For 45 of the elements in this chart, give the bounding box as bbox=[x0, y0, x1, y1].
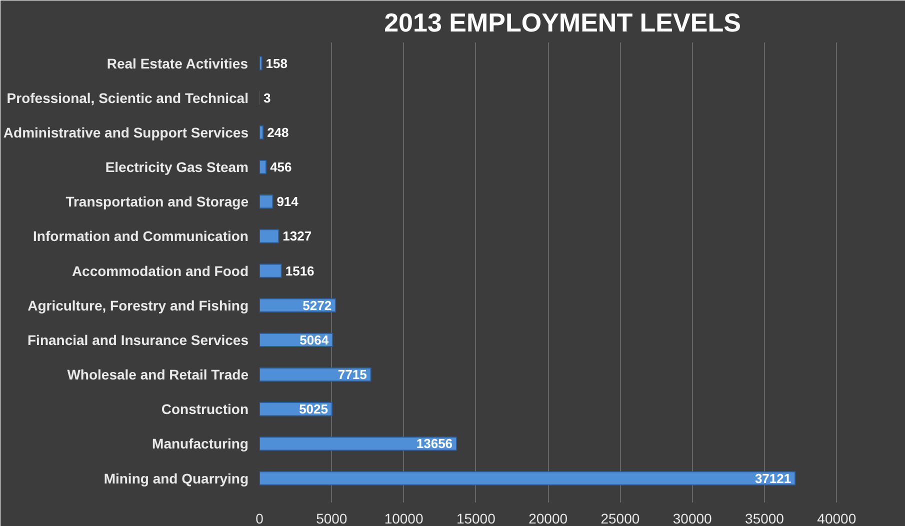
bar bbox=[260, 160, 267, 174]
data-label: 7715 bbox=[338, 367, 367, 382]
y-tick-label: Real Estate Activities bbox=[106, 55, 248, 72]
bar bbox=[260, 436, 458, 451]
data-label: 1327 bbox=[282, 228, 312, 244]
x-tick-label: 35000 bbox=[745, 510, 784, 526]
y-tick-label: Administrative and Support Services bbox=[3, 124, 249, 140]
data-label: 5272 bbox=[302, 298, 332, 313]
bar bbox=[260, 229, 280, 244]
y-tick-label: Construction bbox=[161, 401, 249, 418]
data-label: 5025 bbox=[299, 402, 328, 417]
bar bbox=[260, 194, 274, 209]
data-label: 914 bbox=[276, 194, 300, 210]
x-tick-label: 25000 bbox=[600, 510, 640, 526]
data-label: 1516 bbox=[285, 263, 314, 278]
bar bbox=[260, 471, 796, 486]
bar bbox=[260, 125, 264, 140]
x-tick-label: 5000 bbox=[316, 510, 348, 526]
bar bbox=[260, 367, 372, 382]
x-tick-label: 15000 bbox=[456, 510, 496, 526]
y-tick-label: Information and Communication bbox=[33, 228, 249, 244]
x-tick-label: 30000 bbox=[672, 510, 712, 526]
chart-title: 2013 EMPLOYMENT LEVELS bbox=[384, 8, 741, 38]
x-tick-label: 40000 bbox=[817, 510, 856, 526]
y-tick-label: Transportation and Storage bbox=[66, 194, 249, 210]
data-label: 456 bbox=[270, 160, 292, 175]
x-tick-label: 10000 bbox=[384, 510, 424, 526]
data-label: 248 bbox=[267, 124, 289, 140]
y-tick-label: Electricity Gas Steam bbox=[105, 159, 248, 176]
bar bbox=[260, 264, 282, 278]
y-tick-label: Professional, Scientic and Technical bbox=[6, 90, 249, 106]
bar bbox=[260, 56, 262, 70]
data-label: 37121 bbox=[754, 470, 792, 486]
data-label: 5064 bbox=[300, 332, 330, 348]
data-label: 3 bbox=[264, 90, 271, 106]
x-tick-label: 20000 bbox=[528, 510, 568, 526]
data-label: 13656 bbox=[416, 436, 453, 452]
data-label: 158 bbox=[266, 56, 288, 71]
y-tick-label: Agriculture, Forestry and Fishing bbox=[28, 297, 249, 314]
y-tick-label: Accommodation and Food bbox=[72, 262, 249, 279]
y-tick-label: Financial and Insurance Services bbox=[28, 332, 249, 348]
y-tick-label: Mining and Quarrying bbox=[104, 470, 249, 486]
y-tick-label: Manufacturing bbox=[152, 436, 249, 452]
x-tick-label: 0 bbox=[256, 510, 264, 526]
y-tick-label: Wholesale and Retail Trade bbox=[67, 366, 249, 383]
